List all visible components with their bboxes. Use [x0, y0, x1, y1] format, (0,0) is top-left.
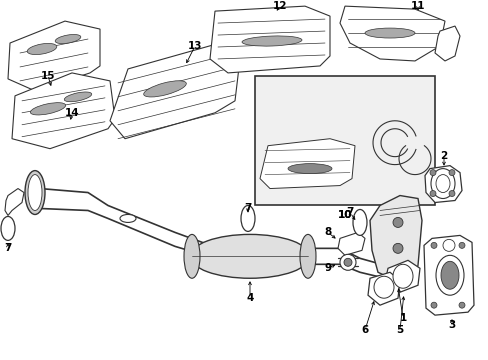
- Ellipse shape: [287, 164, 331, 174]
- Bar: [254, 76, 434, 206]
- Text: 2: 2: [440, 150, 447, 161]
- Ellipse shape: [373, 276, 393, 298]
- Ellipse shape: [27, 44, 57, 55]
- Text: 9: 9: [324, 263, 331, 273]
- Ellipse shape: [242, 36, 302, 46]
- Ellipse shape: [392, 243, 402, 253]
- Text: 13: 13: [187, 41, 202, 51]
- Ellipse shape: [190, 234, 309, 278]
- Polygon shape: [260, 139, 354, 189]
- Ellipse shape: [364, 28, 414, 38]
- Polygon shape: [12, 73, 115, 149]
- Ellipse shape: [28, 175, 42, 211]
- Ellipse shape: [352, 210, 366, 235]
- Text: 14: 14: [64, 108, 79, 118]
- Ellipse shape: [458, 302, 464, 308]
- Ellipse shape: [183, 234, 200, 278]
- Ellipse shape: [430, 302, 436, 308]
- Polygon shape: [369, 195, 421, 280]
- Text: 12: 12: [272, 1, 286, 11]
- Ellipse shape: [25, 171, 45, 215]
- Text: 1: 1: [399, 313, 406, 323]
- Ellipse shape: [430, 168, 454, 198]
- Text: 4: 4: [246, 293, 253, 303]
- Ellipse shape: [429, 170, 435, 176]
- Polygon shape: [110, 43, 240, 139]
- Text: 7: 7: [4, 243, 12, 253]
- Ellipse shape: [430, 242, 436, 248]
- Ellipse shape: [343, 258, 351, 266]
- Ellipse shape: [448, 170, 454, 176]
- Ellipse shape: [435, 175, 449, 193]
- Ellipse shape: [442, 239, 454, 251]
- Ellipse shape: [120, 215, 136, 222]
- Ellipse shape: [448, 190, 454, 197]
- Polygon shape: [337, 233, 364, 255]
- Ellipse shape: [429, 190, 435, 197]
- Text: 10: 10: [337, 211, 351, 220]
- Ellipse shape: [392, 217, 402, 228]
- Text: 5: 5: [396, 325, 403, 335]
- Text: 10: 10: [337, 211, 351, 220]
- Ellipse shape: [435, 255, 463, 295]
- Polygon shape: [424, 166, 461, 203]
- Polygon shape: [367, 272, 399, 305]
- Polygon shape: [384, 260, 419, 292]
- Text: 6: 6: [361, 325, 368, 335]
- Ellipse shape: [299, 234, 315, 278]
- Polygon shape: [423, 235, 473, 315]
- Polygon shape: [5, 189, 24, 216]
- Text: 11: 11: [410, 1, 425, 11]
- Ellipse shape: [440, 261, 458, 289]
- Polygon shape: [434, 26, 459, 61]
- Ellipse shape: [143, 81, 186, 97]
- Ellipse shape: [241, 206, 254, 231]
- Ellipse shape: [339, 254, 355, 270]
- Text: 3: 3: [447, 320, 455, 330]
- Polygon shape: [209, 6, 329, 73]
- Text: 7: 7: [244, 203, 251, 213]
- Ellipse shape: [64, 92, 92, 102]
- Polygon shape: [339, 6, 444, 61]
- Text: 8: 8: [324, 228, 331, 237]
- Text: 7: 7: [346, 207, 353, 217]
- Ellipse shape: [30, 103, 65, 115]
- Ellipse shape: [55, 35, 81, 44]
- Polygon shape: [8, 21, 100, 91]
- Ellipse shape: [458, 242, 464, 248]
- Text: 15: 15: [41, 71, 55, 81]
- Ellipse shape: [1, 216, 15, 240]
- Ellipse shape: [392, 264, 412, 288]
